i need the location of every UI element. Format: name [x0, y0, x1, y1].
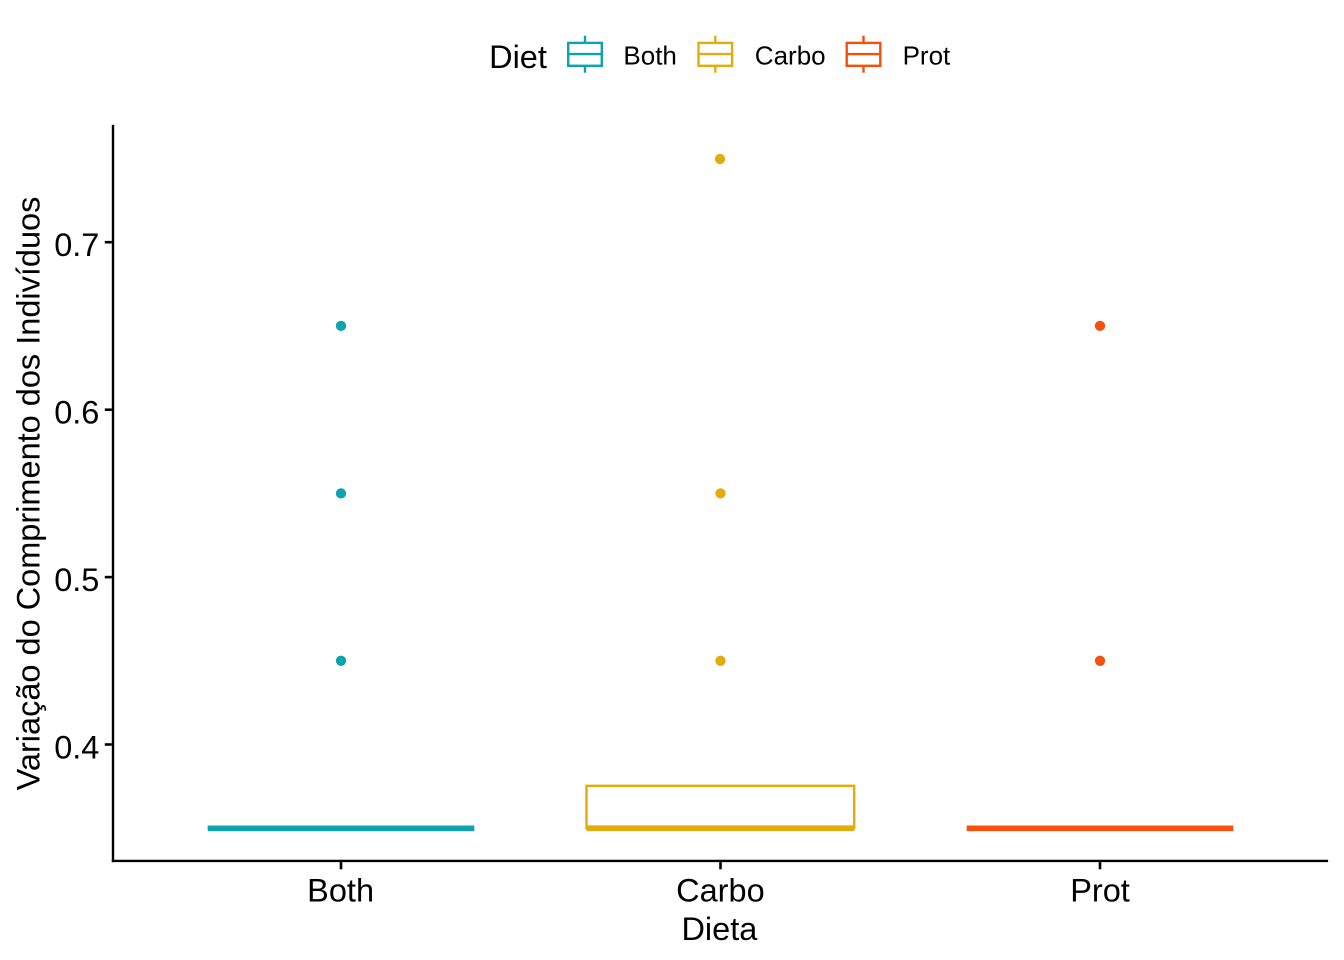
svg-text:0.6: 0.6: [54, 395, 99, 431]
svg-text:Dieta: Dieta: [681, 911, 758, 947]
svg-text:0.4: 0.4: [54, 730, 99, 766]
svg-text:Both: Both: [307, 872, 374, 908]
svg-text:Prot: Prot: [1070, 872, 1130, 908]
svg-text:Carbo: Carbo: [676, 872, 765, 908]
svg-text:Variação do Comprimento dos In: Variação do Comprimento dos Indivíduos: [11, 197, 47, 791]
svg-text:0.5: 0.5: [54, 562, 99, 598]
svg-text:0.7: 0.7: [54, 227, 99, 263]
svg-text:Diet: Diet: [489, 39, 547, 75]
svg-text:Both: Both: [623, 41, 677, 71]
svg-text:Carbo: Carbo: [755, 41, 826, 71]
svg-text:Prot: Prot: [903, 41, 951, 71]
